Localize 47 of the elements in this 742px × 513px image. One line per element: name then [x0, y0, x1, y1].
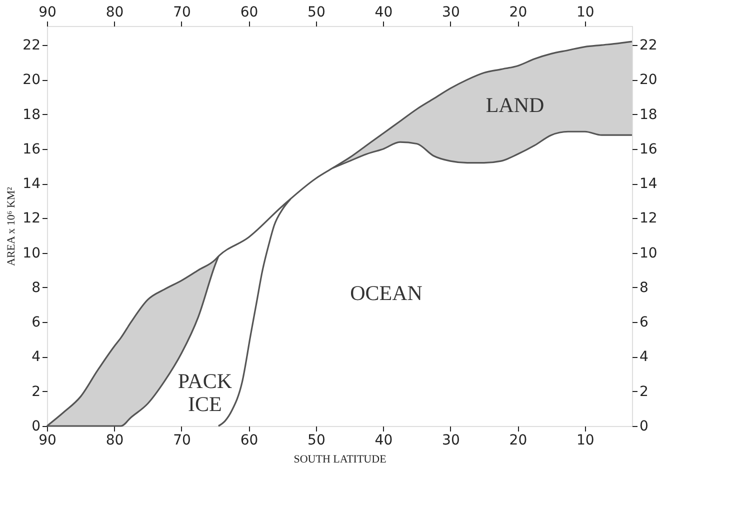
x2-tick-label: 80 [106, 432, 124, 448]
x-tick-label: 90 [38, 4, 56, 20]
y-tick-label: 16 [22, 141, 41, 158]
x-tick-label: 40 [374, 4, 393, 20]
y2-tick-label: 2 [640, 384, 648, 400]
x2-tick-label: 20 [509, 432, 528, 448]
y2-tick-label: 14 [640, 176, 658, 192]
y-tick-label: 6 [32, 314, 41, 331]
y2-tick-label: 8 [640, 280, 648, 296]
annotation: PACK ICE [178, 369, 232, 416]
y2-tick-label: 22 [640, 38, 658, 54]
y-tick-label: 18 [22, 106, 40, 123]
x-tick-label: 10 [576, 4, 594, 20]
y-tick-label: 12 [22, 210, 40, 227]
y-tick-label: 20 [22, 72, 40, 88]
x-tick-label: 80 [106, 4, 124, 20]
y-tick-label: 4 [32, 349, 41, 366]
x-tick-label: 30 [442, 4, 460, 20]
y2-tick-label: 4 [640, 349, 648, 366]
y2-tick-label: 12 [640, 210, 658, 227]
y-tick-label: 0 [32, 418, 40, 434]
y-tick-label: 10 [22, 245, 40, 262]
annotation: OCEAN [350, 281, 422, 305]
y2-tick-label: 0 [640, 418, 648, 434]
y2-tick-label: 10 [640, 245, 658, 262]
y-tick-label: 2 [32, 384, 40, 400]
y2-tick-label: 6 [640, 314, 648, 331]
y2-tick-label: 20 [640, 72, 658, 88]
x2-tick-label: 90 [38, 432, 56, 448]
x-tick-label: 20 [509, 4, 528, 20]
x-tick-label: 50 [308, 4, 326, 20]
x2-tick-label: 70 [173, 432, 191, 448]
x2-tick-label: 50 [308, 432, 326, 448]
y-tick-label: 22 [22, 38, 40, 54]
y2-tick-label: 18 [640, 106, 658, 123]
y-axis-title: AREA x 10⁶ KM² [6, 186, 18, 266]
annotation: LAND [486, 93, 544, 117]
y-tick-label: 14 [22, 176, 41, 192]
x2-tick-label: 30 [442, 432, 460, 448]
x-axis-title: SOUTH LATITUDE [294, 454, 387, 466]
x2-tick-label: 40 [374, 432, 393, 448]
y-tick-label: 8 [32, 280, 40, 296]
x2-tick-label: 10 [576, 432, 594, 448]
x-tick-label: 60 [240, 4, 258, 20]
x-tick-label: 70 [173, 4, 191, 20]
y2-tick-label: 16 [640, 141, 658, 158]
x2-tick-label: 60 [240, 432, 258, 448]
